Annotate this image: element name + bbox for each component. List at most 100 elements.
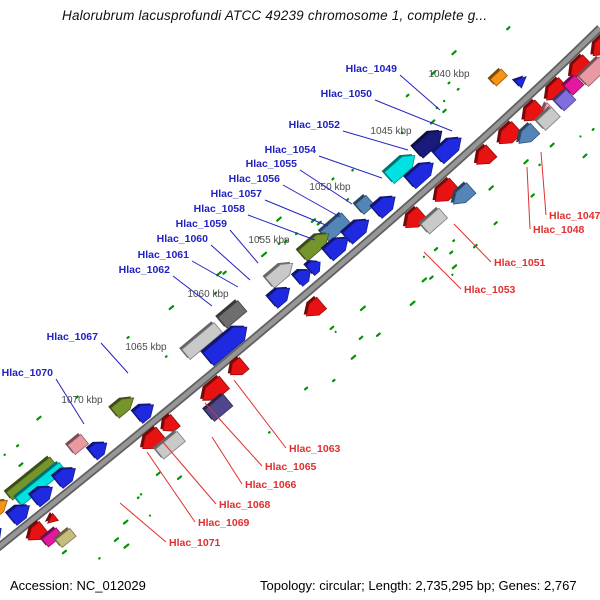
scale-dash [258,236,261,239]
gene-arrow[interactable] [487,67,508,87]
scale-label-1070kbp: 1070 kbp [61,395,103,406]
gene-arrow[interactable] [4,498,34,526]
gene-Hlac_1065[interactable] [195,374,231,407]
gene-arrow[interactable] [575,55,600,88]
gene-label-Hlac_1047[interactable]: Hlac_1047 [549,210,600,222]
gene-arrow[interactable] [352,193,376,215]
gene-arrow[interactable] [265,280,294,309]
gene-Hlac_1059[interactable] [262,256,298,289]
gene-body [267,287,291,309]
scale-dash [139,493,143,496]
gene-arrow[interactable] [551,88,577,112]
gene-arrow[interactable] [561,73,585,96]
gene-Hlac_1061[interactable] [215,298,248,329]
gene-label-Hlac_1057[interactable]: Hlac_1057 [211,188,263,200]
gene-label-Hlac_1048[interactable]: Hlac_1048 [533,224,585,236]
gene-Hlac_1052[interactable] [381,148,420,185]
gene-label-Hlac_1066[interactable]: Hlac_1066 [245,479,297,491]
gene-label-Hlac_1049[interactable]: Hlac_1049 [346,63,398,75]
gene-label-Hlac_1065[interactable]: Hlac_1065 [265,461,317,473]
gene-Hlac_1056[interactable] [295,226,334,262]
leader-Hlac_1067 [100,342,129,374]
scale-dash [168,305,175,311]
gene-label-Hlac_1062[interactable]: Hlac_1062 [119,264,171,276]
gene-arrow[interactable] [511,71,530,89]
gene-label-Hlac_1056[interactable]: Hlac_1056 [229,173,281,185]
gene-label-Hlac_1054[interactable]: Hlac_1054 [265,144,317,156]
gene-arrow[interactable] [53,526,77,549]
scale-dash [267,430,271,434]
gene-Hlac_1066[interactable] [202,392,234,422]
gene-label-Hlac_1071[interactable]: Hlac_1071 [169,537,221,549]
gene-label-Hlac_1058[interactable]: Hlac_1058 [194,203,246,215]
gene-body [0,527,2,545]
gene-Hlac_1049[interactable] [410,123,447,159]
scale-dash [75,395,79,399]
gene-label-Hlac_1059[interactable]: Hlac_1059 [176,218,228,230]
gene-arrow[interactable] [130,397,159,424]
scale-dash [350,354,357,360]
gene-label-Hlac_1068[interactable]: Hlac_1068 [219,499,271,511]
gene-body [433,137,462,165]
gene-arrow[interactable] [0,493,11,519]
gene-Hlac_1051[interactable] [446,181,477,210]
gene-body [0,499,8,519]
gene-Hlac_1054[interactable] [369,189,400,219]
gene-Hlac_1048[interactable] [511,121,541,149]
gene-arrow[interactable] [403,155,438,190]
gene-Hlac_1062[interactable] [179,320,223,361]
gene-Hlac_1071[interactable] [152,429,186,460]
gene-Hlac_1070[interactable] [64,432,90,456]
gene-label-Hlac_1055[interactable]: Hlac_1055 [246,158,298,170]
scale-dash [331,378,336,383]
gene-label-Hlac_1052[interactable]: Hlac_1052 [289,119,341,131]
leader-Hlac_1062 [172,275,213,307]
gene-arrow[interactable] [27,479,57,508]
scale-dash [442,108,447,114]
scale-dash [222,270,227,275]
gene-label-Hlac_1061[interactable]: Hlac_1061 [138,249,190,261]
gene-label-Hlac_1063[interactable]: Hlac_1063 [289,443,341,455]
gene-label-Hlac_1069[interactable]: Hlac_1069 [198,517,250,529]
gene-body [554,89,577,112]
scale-dash [451,50,457,56]
gene-Hlac_1063[interactable] [223,355,250,381]
gene-arrow[interactable] [491,120,523,151]
gene-body [46,512,59,524]
gene-body [536,106,561,131]
gene-body [30,486,53,508]
gene-arrow[interactable] [85,435,111,461]
gene-arrow[interactable] [469,143,498,171]
leader-Hlac_1058 [247,214,316,241]
scale-dash [451,273,454,276]
gene-arrow[interactable] [42,511,59,527]
gene-label-Hlac_1070[interactable]: Hlac_1070 [2,367,54,379]
gene-Hlac_1067[interactable] [108,391,138,419]
gene-Hlac_1053[interactable] [418,206,449,235]
gene-label-Hlac_1050[interactable]: Hlac_1050 [321,88,373,100]
gene-arrow[interactable] [50,461,80,489]
gene-Hlac_1060[interactable] [290,263,315,287]
gene-body [202,326,248,367]
scale-label-1050kbp: 1050 kbp [309,182,351,193]
gene-body [342,219,370,245]
gene-arrow[interactable] [200,318,252,367]
scale-dash [15,444,20,448]
gene-label-Hlac_1067[interactable]: Hlac_1067 [47,331,99,343]
gene-label-Hlac_1051[interactable]: Hlac_1051 [494,257,546,269]
gene-Hlac_1050[interactable] [431,130,466,165]
gene-label-Hlac_1060[interactable]: Hlac_1060 [157,233,209,245]
gene-Hlac_1068[interactable] [156,412,181,437]
gene-Hlac_1057[interactable] [339,212,374,245]
gene-label-Hlac_1053[interactable]: Hlac_1053 [464,284,516,296]
scale-dash [429,119,436,125]
gene-body [489,68,508,87]
scale-dash [98,557,101,560]
gene-arrow[interactable] [0,520,6,545]
gene-Hlac_1047[interactable] [533,105,561,131]
scale-dash [277,242,281,246]
gene-arrow[interactable] [303,255,324,277]
gene-Hlac_1058[interactable] [320,230,353,262]
gene-arrow[interactable] [299,295,328,322]
